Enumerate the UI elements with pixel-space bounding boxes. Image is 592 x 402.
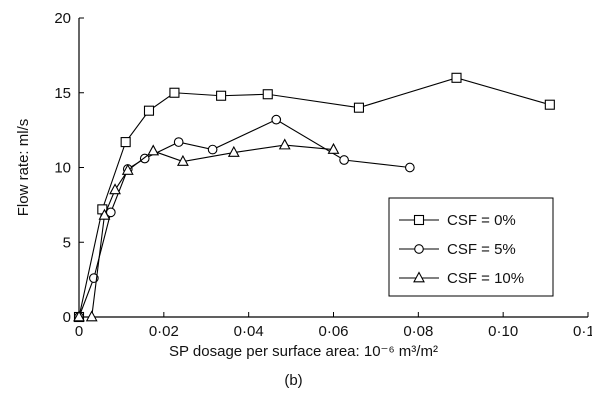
data-point-csf-10 (109, 183, 121, 195)
y-tick-label: 0 (63, 309, 71, 326)
data-point-csf-10 (73, 310, 85, 322)
series-line-csf-10 (79, 144, 334, 318)
y-tick-label: 20 (54, 10, 71, 27)
data-point-csf-10 (98, 208, 111, 220)
y-tick-label: 5 (63, 234, 71, 251)
legend-marker-csf-0 (413, 214, 425, 226)
data-point-csf-0 (120, 137, 131, 148)
figure-caption: (b) (284, 372, 302, 389)
data-point-csf-0 (143, 105, 155, 116)
x-tick-label: 0·12 (573, 323, 592, 340)
y-axis-title: Flow rate: ml/s (15, 119, 32, 217)
data-point-csf-5 (173, 137, 184, 147)
legend: CSF = 0% CSF = 5% CSF = 10% (388, 197, 554, 297)
data-point-csf-0 (169, 87, 180, 98)
data-point-csf-5 (271, 114, 282, 125)
legend-marker-csf-5 (414, 244, 424, 254)
legend-label-csf-10: CSF = 10% (447, 270, 524, 287)
series-csf-0 (73, 72, 555, 323)
data-point-csf-10 (278, 138, 291, 150)
data-point-csf-5 (207, 144, 218, 155)
x-tick-label: 0·04 (234, 323, 264, 340)
legend-label-csf-0: CSF = 0% (447, 212, 516, 229)
series-csf-10 (73, 138, 340, 322)
data-point-csf-5 (339, 155, 349, 165)
data-point-csf-10 (121, 163, 134, 175)
x-tick-label: 0 (75, 323, 83, 340)
y-tick-label: 15 (54, 85, 71, 102)
data-point-csf-5 (405, 162, 415, 173)
x-tick-label: 0·06 (318, 323, 348, 340)
data-point-csf-0 (544, 99, 555, 110)
x-tick-label: 0·08 (403, 323, 433, 340)
y-tick-label: 10 (54, 160, 71, 177)
data-point-csf-10 (227, 145, 240, 157)
series-line-csf-5 (78, 119, 410, 318)
x-axis-title: SP dosage per surface area: 10⁻⁶ m³/m² (169, 343, 438, 360)
data-point-csf-0 (262, 89, 273, 100)
series-group (73, 72, 555, 323)
data-point-csf-10 (327, 142, 340, 154)
legend-marker-csf-10 (413, 271, 425, 283)
x-ticks: 0 0·02 0·04 0·06 0·08 0·10 0·12 (75, 312, 592, 340)
data-point-csf-0 (216, 90, 227, 101)
y-ticks: 0 5 10 15 20 (54, 10, 84, 326)
x-tick-label: 0·10 (488, 323, 518, 340)
legend-label-csf-5: CSF = 5% (447, 241, 516, 258)
data-point-csf-10 (177, 154, 189, 166)
data-point-csf-0 (451, 72, 462, 83)
data-point-csf-10 (85, 310, 98, 322)
data-point-csf-10 (147, 144, 160, 156)
x-tick-label: 0·02 (149, 323, 179, 340)
series-line-csf-0 (78, 77, 550, 318)
data-point-csf-0 (353, 102, 365, 113)
data-point-csf-5 (105, 207, 116, 218)
